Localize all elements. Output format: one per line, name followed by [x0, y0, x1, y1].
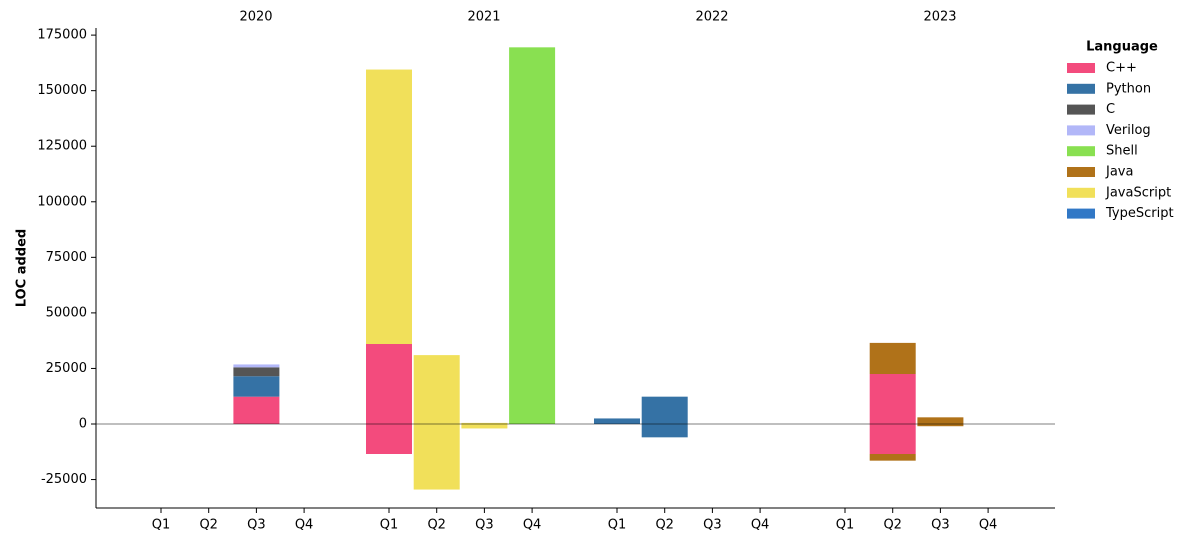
- legend-label: C: [1106, 102, 1115, 117]
- y-tick-label: 175000: [37, 28, 87, 43]
- y-tick-label: 150000: [37, 83, 87, 98]
- bar-segment-removed: [413, 424, 460, 490]
- legend-swatch: [1067, 63, 1095, 73]
- x-tick-label: Q3: [931, 518, 950, 533]
- legend-swatch: [1067, 125, 1095, 136]
- x-tick-label: Q2: [883, 518, 902, 533]
- x-tick-label: Q1: [380, 518, 399, 533]
- group-label: 2022: [695, 10, 728, 25]
- legend-label: TypeScript: [1105, 206, 1174, 221]
- x-tick-label: Q3: [247, 518, 266, 533]
- bar-segment: [233, 364, 280, 368]
- legend-label: JavaScript: [1105, 185, 1171, 200]
- x-tick-label: Q2: [427, 518, 446, 533]
- legend-label: Java: [1105, 165, 1133, 180]
- bar-segment: [869, 374, 916, 424]
- x-tick-label: Q4: [979, 518, 998, 533]
- bar-segment-removed: [641, 424, 688, 438]
- legend-label: C++: [1106, 61, 1137, 76]
- y-tick-label: 75000: [46, 250, 87, 265]
- x-tick-label: Q2: [199, 518, 218, 533]
- legend-swatch: [1067, 83, 1095, 94]
- bar-segment: [594, 418, 640, 424]
- x-tick-label: Q3: [475, 518, 494, 533]
- legend-swatch: [1067, 187, 1095, 198]
- legend-swatch: [1067, 208, 1095, 219]
- x-tick-label: Q2: [655, 518, 674, 533]
- bar-segment-removed: [869, 454, 916, 461]
- x-tick-label: Q1: [152, 518, 171, 533]
- y-tick-label: 125000: [37, 139, 87, 154]
- bar-segment: [917, 417, 964, 424]
- bar-segment: [869, 342, 916, 374]
- bar-segment: [366, 344, 412, 424]
- x-tick-label: Q1: [608, 518, 627, 533]
- y-axis-label: LOC added: [15, 229, 30, 307]
- bar-segment: [413, 355, 460, 424]
- group-label: 2023: [923, 10, 956, 25]
- bar-segment-removed: [869, 424, 916, 454]
- bar-segment-removed: [917, 424, 964, 427]
- bar-segment-removed: [366, 424, 412, 454]
- y-tick-label: -25000: [41, 472, 87, 487]
- x-tick-label: Q4: [523, 518, 542, 533]
- legend-title: Language: [1086, 40, 1158, 55]
- bar-segment: [509, 47, 556, 424]
- bar-segment: [233, 396, 280, 424]
- legend-swatch: [1067, 104, 1095, 115]
- bar-segment-removed: [461, 424, 508, 429]
- x-tick-label: Q4: [295, 518, 314, 533]
- bar-segment: [641, 396, 688, 424]
- x-tick-label: Q1: [836, 518, 855, 533]
- legend-label: Shell: [1106, 144, 1138, 159]
- bar-segment: [461, 422, 508, 424]
- legend-label: Verilog: [1106, 123, 1151, 138]
- group-label: 2020: [239, 10, 272, 25]
- group-label: 2021: [467, 10, 500, 25]
- bar-segment: [233, 376, 280, 397]
- bar-segment: [233, 367, 280, 377]
- legend-swatch: [1067, 146, 1095, 157]
- y-tick-label: 100000: [37, 194, 87, 209]
- x-tick-label: Q4: [751, 518, 770, 533]
- y-tick-label: 0: [79, 417, 87, 432]
- legend-swatch: [1067, 167, 1095, 177]
- bar-segment: [366, 69, 412, 345]
- y-tick-label: 25000: [46, 361, 87, 376]
- x-tick-label: Q3: [703, 518, 722, 533]
- y-tick-label: 50000: [46, 305, 87, 320]
- legend-label: Python: [1106, 81, 1151, 96]
